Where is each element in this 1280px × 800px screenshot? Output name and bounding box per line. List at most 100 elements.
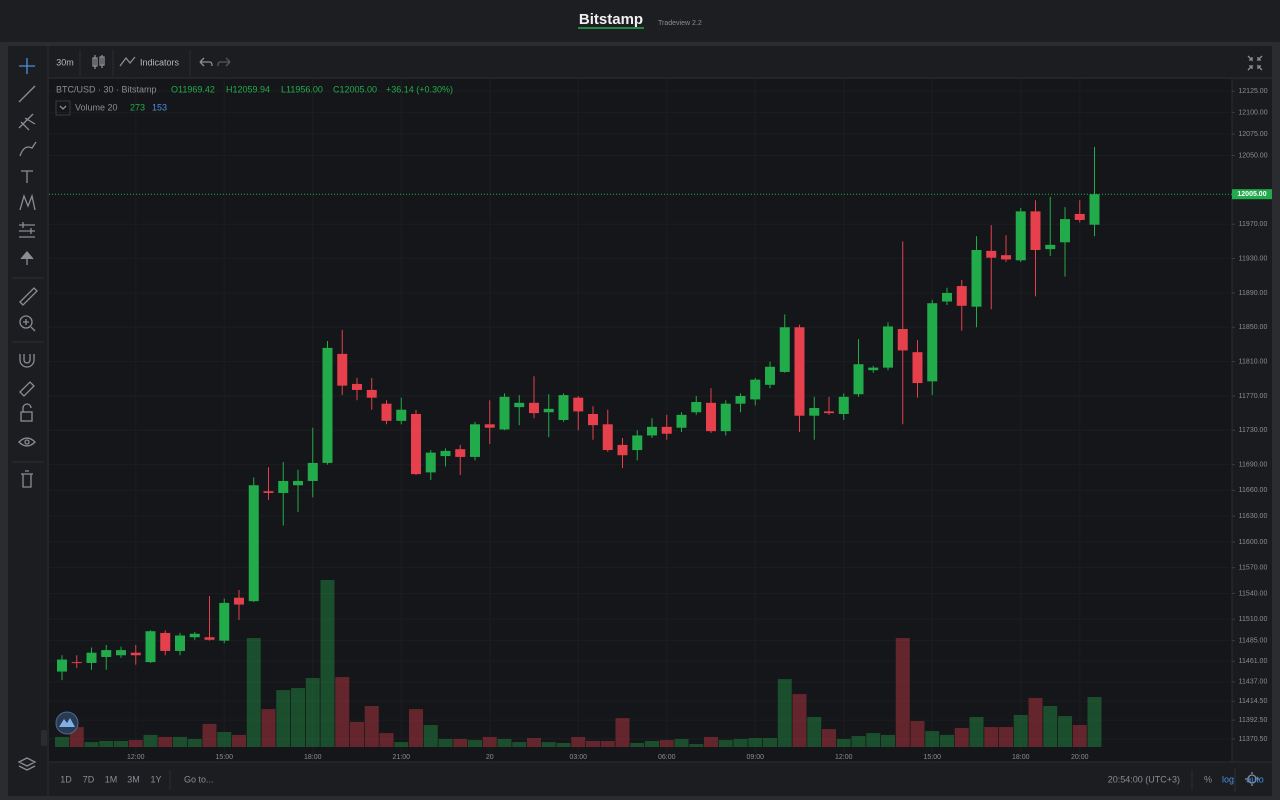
candle-body xyxy=(322,347,333,463)
visibility-tool[interactable] xyxy=(18,437,36,447)
volume-bar xyxy=(468,740,482,747)
candle-body xyxy=(396,409,407,421)
candle-body xyxy=(558,395,569,420)
volume-bar xyxy=(55,736,69,747)
candle-body xyxy=(411,413,421,475)
volume-bar xyxy=(586,740,600,747)
volume-bar xyxy=(940,734,954,747)
arrow-tool[interactable] xyxy=(20,251,34,265)
volume-bar xyxy=(453,738,468,747)
volume-bar xyxy=(128,740,143,747)
candle-body xyxy=(204,637,215,640)
lock-draw-tool[interactable] xyxy=(19,381,35,397)
volume-bar xyxy=(512,742,527,747)
candle-body xyxy=(853,364,864,395)
x-tick-label: 06:00 xyxy=(658,754,676,761)
log-toggle[interactable]: log xyxy=(1222,774,1234,784)
candle-body xyxy=(838,396,849,414)
candle-body xyxy=(573,397,584,412)
range-button[interactable]: 7D xyxy=(83,774,95,784)
range-button[interactable]: 3M xyxy=(127,774,140,784)
candle-body xyxy=(927,303,938,382)
y-tick-label: 11437.00 xyxy=(1239,679,1268,686)
prediction-tool[interactable] xyxy=(19,222,35,238)
volume-bar xyxy=(969,716,984,747)
line-tool[interactable] xyxy=(18,85,36,103)
candle-body xyxy=(189,633,200,638)
fib-tool[interactable] xyxy=(18,113,36,131)
layers-tool[interactable] xyxy=(17,757,37,771)
candle-body xyxy=(352,383,362,390)
clock: 20:54:00 (UTC+3) xyxy=(1108,774,1180,784)
y-tick-label: 12075.00 xyxy=(1238,131,1267,138)
candle-body xyxy=(130,652,141,656)
ruler-tool[interactable] xyxy=(19,287,38,306)
volume-bar xyxy=(173,736,187,747)
text-tool[interactable] xyxy=(21,170,33,183)
range-button[interactable]: 1D xyxy=(60,774,72,784)
candle-body xyxy=(986,250,997,258)
candle-body xyxy=(588,413,598,426)
candle-body xyxy=(809,407,820,416)
auto-toggle[interactable]: auto xyxy=(1246,774,1264,784)
candle-body xyxy=(1089,194,1100,225)
header xyxy=(0,0,1280,42)
redo[interactable] xyxy=(217,57,231,67)
x-tick-label: 15:00 xyxy=(215,754,233,761)
volume-bar xyxy=(423,725,438,747)
volume-bar xyxy=(674,738,689,747)
candle-body xyxy=(440,450,451,457)
candle-body xyxy=(632,435,643,451)
y-tick-label: 11461.00 xyxy=(1239,658,1268,665)
y-tick-label: 11730.00 xyxy=(1239,427,1268,434)
candle-body xyxy=(647,426,657,436)
volume-bar xyxy=(881,734,895,747)
indicators-button[interactable]: Indicators xyxy=(140,57,180,67)
legend-high: H12059.94 xyxy=(226,84,270,94)
candle-body xyxy=(735,395,746,404)
candle-body xyxy=(234,597,244,605)
settings-button[interactable] xyxy=(1245,772,1259,786)
crosshair-tool[interactable] xyxy=(19,58,35,74)
volume-bar xyxy=(1013,714,1028,747)
x-tick-label: 21:00 xyxy=(392,754,410,761)
candle-body xyxy=(101,650,112,657)
candle-body xyxy=(956,286,967,306)
candle-type-button[interactable] xyxy=(92,55,105,69)
interval[interactable]: 30m xyxy=(56,57,74,67)
x-tick-label: 03:00 xyxy=(569,754,587,761)
brush-tool[interactable] xyxy=(19,141,37,157)
range-button[interactable]: 1Y xyxy=(150,774,161,784)
goto-button[interactable]: Go to... xyxy=(184,774,214,784)
percent-toggle[interactable]: % xyxy=(1204,774,1212,784)
magnet-tool[interactable] xyxy=(19,354,35,368)
toggle-arrow xyxy=(59,105,67,110)
candle-body xyxy=(470,424,480,457)
candle-body xyxy=(499,396,510,430)
legend-close: C12005.00 xyxy=(333,84,377,94)
range-button[interactable]: 1M xyxy=(105,774,118,784)
legend-toggle[interactable] xyxy=(55,100,71,116)
volume-bar xyxy=(925,731,940,747)
collapse-handle[interactable] xyxy=(41,730,47,746)
lock-tool[interactable] xyxy=(20,411,33,422)
volume-bar xyxy=(202,723,217,747)
volume-bar xyxy=(379,733,394,747)
volume-bar xyxy=(704,736,718,747)
candle-body xyxy=(337,353,348,386)
volume-bar xyxy=(246,638,261,747)
x-tick-label: 18:00 xyxy=(304,754,322,761)
pattern-tool[interactable] xyxy=(19,193,36,211)
y-tick-label: 11970.00 xyxy=(1239,221,1268,228)
undo[interactable] xyxy=(199,57,213,67)
candle-body xyxy=(971,250,982,307)
delete-tool[interactable] xyxy=(21,470,33,488)
zoom-tool[interactable] xyxy=(19,315,33,329)
candle-body xyxy=(543,408,554,413)
fullscreen[interactable] xyxy=(1247,55,1263,71)
brand[interactable]: Bitstamp xyxy=(579,11,643,28)
x-tick-label: 15:00 xyxy=(923,754,941,761)
candle-body xyxy=(691,401,702,413)
x-tick-label: 18:00 xyxy=(1012,754,1030,761)
